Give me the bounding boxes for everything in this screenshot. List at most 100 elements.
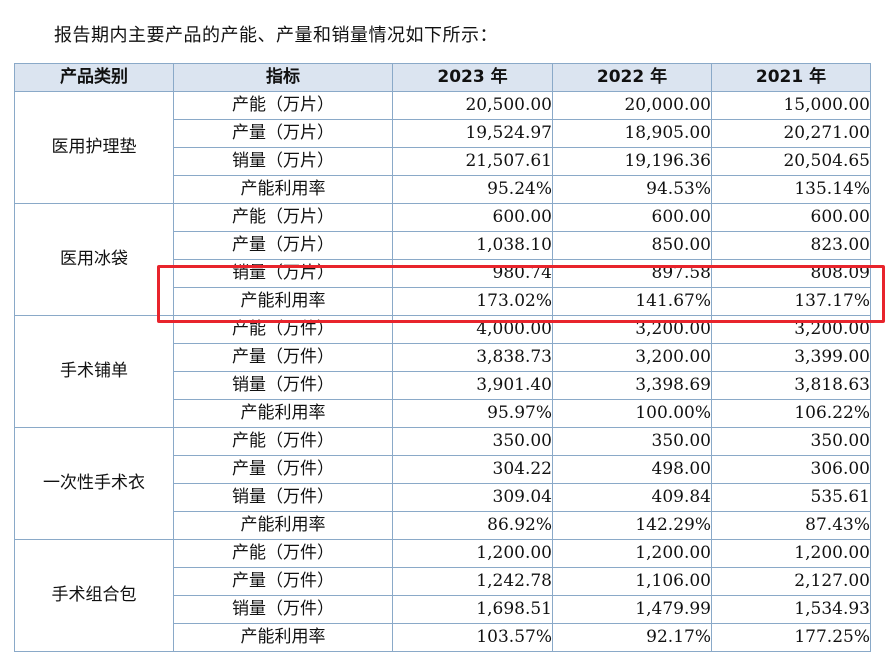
metric-cell: 销量（万件） [173, 595, 393, 624]
value-2021-cell: 3,200.00 [711, 315, 871, 344]
metric-cell: 销量（万片） [173, 259, 393, 288]
value-2023-cell: 1,698.51 [392, 595, 553, 624]
metric-cell: 产量（万片） [173, 119, 393, 148]
header-2023: 2023 年 [392, 63, 553, 92]
category-cell: 手术组合包 [14, 539, 174, 652]
value-2022-cell: 850.00 [552, 231, 712, 260]
table-row: 销量（万片） 980.74 897.58 808.09 [15, 259, 871, 288]
value-2021-cell: 3,399.00 [711, 343, 871, 372]
value-2022-cell: 1,479.99 [552, 595, 712, 624]
value-2023-cell: 309.04 [392, 483, 553, 512]
metric-cell: 产量（万件） [173, 455, 393, 484]
table-row: 产能利用率 86.92% 142.29% 87.43% [15, 511, 871, 540]
metric-cell: 产能利用率 [173, 511, 393, 540]
value-2021-cell: 20,271.00 [711, 119, 871, 148]
value-2021-cell: 137.17% [711, 287, 871, 316]
value-2022-cell: 141.67% [552, 287, 712, 316]
metric-cell: 产量（万件） [173, 567, 393, 596]
value-2022-cell: 3,398.69 [552, 371, 712, 400]
metric-cell: 产能（万片） [173, 91, 393, 120]
value-2023-cell: 980.74 [392, 259, 553, 288]
table-row: 销量（万件） 3,901.40 3,398.69 3,818.63 [15, 371, 871, 400]
value-2021-cell: 808.09 [711, 259, 871, 288]
metric-cell: 产能（万件） [173, 539, 393, 568]
category-cell: 一次性手术衣 [14, 427, 174, 540]
table-row: 销量（万件） 1,698.51 1,479.99 1,534.93 [15, 595, 871, 624]
value-2021-cell: 350.00 [711, 427, 871, 456]
table-row: 手术铺单 产能（万件） 4,000.00 3,200.00 3,200.00 [14, 315, 871, 428]
metric-cell: 产量（万片） [173, 231, 393, 260]
value-2022-cell: 897.58 [552, 259, 712, 288]
metric-cell: 产能（万件） [173, 427, 393, 456]
value-2022-cell: 100.00% [552, 399, 712, 428]
table-row: 产能利用率 173.02% 141.67% 137.17% [15, 287, 871, 316]
category-cell: 手术铺单 [14, 315, 174, 428]
table-header-row: 产品类别 指标 2023 年 2022 年 2021 年 [14, 63, 871, 92]
metric-cell: 产能利用率 [173, 399, 393, 428]
table-row: 销量（万片） 21,507.61 19,196.36 20,504.65 [15, 147, 871, 176]
value-2023-cell: 4,000.00 [392, 315, 553, 344]
category-cell: 医用冰袋 [14, 203, 174, 316]
value-2021-cell: 106.22% [711, 399, 871, 428]
value-2023-cell: 103.57% [392, 623, 553, 652]
value-2021-cell: 1,534.93 [711, 595, 871, 624]
value-2023-cell: 3,838.73 [392, 343, 553, 372]
header-category: 产品类别 [14, 63, 174, 92]
table-row: 产量（万件） 1,242.78 1,106.00 2,127.00 [15, 567, 871, 596]
value-2023-cell: 350.00 [392, 427, 553, 456]
value-2022-cell: 1,200.00 [552, 539, 712, 568]
metric-cell: 产能利用率 [173, 287, 393, 316]
value-2021-cell: 87.43% [711, 511, 871, 540]
metric-cell: 产能（万件） [173, 315, 393, 344]
value-2023-cell: 304.22 [392, 455, 553, 484]
value-2021-cell: 1,200.00 [711, 539, 871, 568]
value-2021-cell: 3,818.63 [711, 371, 871, 400]
table-row: 产能利用率 103.57% 92.17% 177.25% [15, 623, 871, 652]
header-metric: 指标 [173, 63, 393, 92]
value-2023-cell: 1,242.78 [392, 567, 553, 596]
value-2022-cell: 1,106.00 [552, 567, 712, 596]
table-row: 销量（万件） 309.04 409.84 535.61 [15, 483, 871, 512]
value-2022-cell: 3,200.00 [552, 315, 712, 344]
metric-cell: 产能（万片） [173, 203, 393, 232]
capacity-table: 产品类别 指标 2023 年 2022 年 2021 年 医用护理垫 产能（万片）… [14, 63, 871, 652]
value-2022-cell: 19,196.36 [552, 147, 712, 176]
value-2022-cell: 409.84 [552, 483, 712, 512]
metric-cell: 产能利用率 [173, 175, 393, 204]
value-2022-cell: 600.00 [552, 203, 712, 232]
table-row: 医用冰袋 产能（万片） 600.00 600.00 600.00 [14, 203, 871, 316]
value-2022-cell: 142.29% [552, 511, 712, 540]
metric-cell: 产量（万件） [173, 343, 393, 372]
value-2023-cell: 20,500.00 [392, 91, 553, 120]
value-2023-cell: 1,038.10 [392, 231, 553, 260]
value-2022-cell: 498.00 [552, 455, 712, 484]
value-2023-cell: 600.00 [392, 203, 553, 232]
value-2022-cell: 350.00 [552, 427, 712, 456]
table-row: 产量（万片） 1,038.10 850.00 823.00 [15, 231, 871, 260]
metric-cell: 销量（万件） [173, 483, 393, 512]
value-2023-cell: 3,901.40 [392, 371, 553, 400]
value-2021-cell: 15,000.00 [711, 91, 871, 120]
value-2021-cell: 2,127.00 [711, 567, 871, 596]
value-2023-cell: 95.24% [392, 175, 553, 204]
value-2022-cell: 92.17% [552, 623, 712, 652]
value-2021-cell: 823.00 [711, 231, 871, 260]
table-row: 产能利用率 95.24% 94.53% 135.14% [15, 175, 871, 204]
table-row: 产量（万片） 19,524.97 18,905.00 20,271.00 [15, 119, 871, 148]
value-2023-cell: 19,524.97 [392, 119, 553, 148]
value-2021-cell: 20,504.65 [711, 147, 871, 176]
value-2022-cell: 18,905.00 [552, 119, 712, 148]
value-2021-cell: 177.25% [711, 623, 871, 652]
value-2021-cell: 600.00 [711, 203, 871, 232]
table-row: 一次性手术衣 产能（万件） 350.00 350.00 350.00 [14, 427, 871, 540]
value-2022-cell: 94.53% [552, 175, 712, 204]
table-row: 医用护理垫 产能（万片） 20,500.00 20,000.00 15,000.00 [14, 91, 871, 204]
value-2021-cell: 535.61 [711, 483, 871, 512]
value-2023-cell: 1,200.00 [392, 539, 553, 568]
table-row: 产量（万件） 3,838.73 3,200.00 3,399.00 [15, 343, 871, 372]
metric-cell: 销量（万件） [173, 371, 393, 400]
intro-text: 报告期内主要产品的产能、产量和销量情况如下所示： [54, 25, 498, 46]
header-2021: 2021 年 [711, 63, 871, 92]
header-2022: 2022 年 [552, 63, 712, 92]
metric-cell: 产能利用率 [173, 623, 393, 652]
